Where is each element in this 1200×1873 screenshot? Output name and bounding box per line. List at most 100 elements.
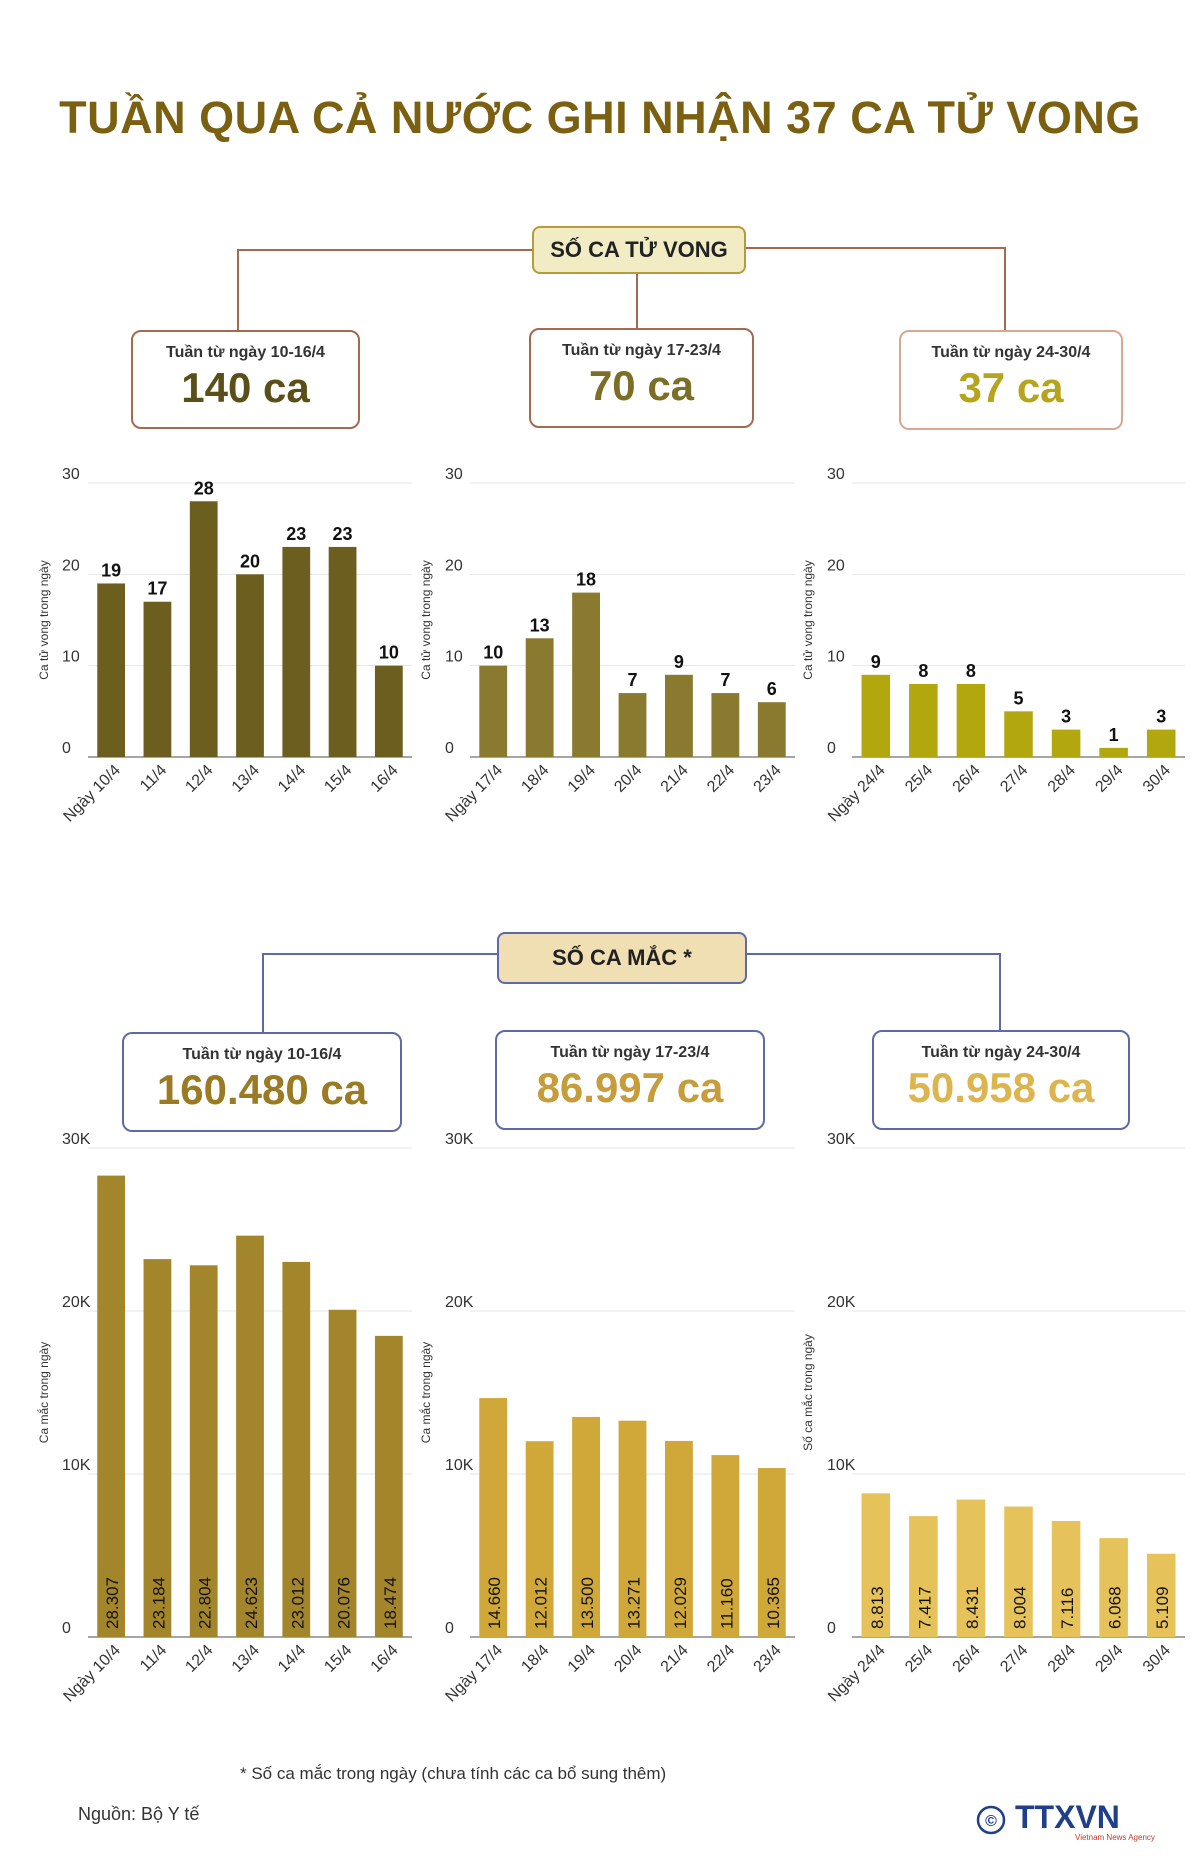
x-tick-label: 19/4 [565,1642,599,1676]
y-tick-label: 20 [445,557,463,574]
bar [1051,1521,1081,1637]
data-label: 13.500 [578,1577,597,1629]
bar [956,1499,986,1637]
deaths-section-label: SỐ CA TỬ VONG [532,226,746,274]
bar [525,638,554,757]
cases-week-3-label: Tuần từ ngày 24-30/4 [921,1044,1081,1061]
data-label: 23 [333,524,353,544]
data-label: 8 [918,661,928,681]
x-tick-label: 18/4 [518,762,552,796]
data-label: 12.012 [532,1577,551,1629]
y-tick-label: 30 [62,466,80,483]
data-label: 17 [147,579,167,599]
y-tick-label: 20K [62,1294,91,1311]
data-label: 13 [530,615,550,635]
x-tick-label: 22/4 [704,1642,738,1676]
y-tick-label: 0 [827,740,836,757]
x-tick-label: 21/4 [658,762,692,796]
y-tick-label: 0 [62,740,71,757]
y-tick-label: 30 [445,466,463,483]
bar [572,1416,600,1637]
y-tick-label: 10 [62,649,80,666]
y-tick-label: 10K [445,1457,474,1474]
x-tick-label: Ngày 24/4 [825,1642,889,1706]
x-tick-label: 23/4 [751,762,785,796]
bar [1051,729,1081,757]
data-label: 23.012 [288,1577,307,1629]
x-tick-label: 12/4 [183,762,217,796]
bar [1146,1553,1176,1637]
bar [189,501,218,757]
bar [525,1441,554,1637]
deaths-week-1-box: Tuần từ ngày 10-16/4 140 ca [131,330,360,429]
x-tick-label: 26/4 [950,1642,984,1676]
y-axis-label: Ca tử vong trong ngày [801,560,815,679]
data-label: 28.307 [103,1577,122,1629]
y-tick-label: 30K [827,1131,856,1148]
data-label: 6.068 [1106,1586,1125,1629]
deaths-week-3-label: Tuần từ ngày 24-30/4 [931,344,1091,361]
data-label: 10.365 [764,1577,783,1629]
x-tick-label: 14/4 [275,762,309,796]
bar [282,546,311,757]
bar [757,702,786,757]
y-tick-label: 30K [445,1131,474,1148]
bar [479,665,508,757]
y-tick-label: 10 [827,649,845,666]
x-tick-label: 12/4 [183,1642,217,1676]
cases-week-3-box: Tuần từ ngày 24-30/4 50.958 ca [872,1030,1130,1130]
bar [1099,747,1128,757]
x-tick-label: 11/4 [137,1642,170,1675]
x-tick-label: 30/4 [1140,1642,1174,1676]
data-label: 23.184 [149,1577,168,1629]
x-tick-label: Ngày 10/4 [60,1642,124,1706]
x-tick-label: 16/4 [368,1642,402,1676]
data-label: 8.431 [963,1586,982,1629]
x-tick-label: 21/4 [658,1642,692,1676]
data-label: 6 [767,679,777,699]
x-tick-label: Ngày 17/4 [442,1642,506,1706]
y-tick-label: 20 [827,557,845,574]
data-label: 7.116 [1058,1588,1077,1629]
x-tick-label: 27/4 [997,762,1031,796]
x-tick-label: 11/4 [137,762,170,795]
bar [97,1175,126,1637]
data-label: 18.474 [381,1577,400,1629]
data-label: 19 [101,560,121,580]
data-label: 5.109 [1153,1586,1172,1629]
bar [909,1516,938,1637]
cases-week-1-label: Tuần từ ngày 10-16/4 [182,1046,342,1063]
data-label: 13.271 [625,1577,644,1629]
bar [374,1335,403,1637]
bar [711,1455,740,1637]
y-tick-label: 20 [62,557,80,574]
y-tick-label: 30K [62,1131,91,1148]
bar [572,592,600,757]
bar [97,583,126,757]
x-tick-label: 28/4 [1045,1642,1079,1676]
y-tick-label: 30 [827,466,845,483]
data-label: 9 [871,652,881,672]
data-label: 1 [1109,725,1119,745]
cases-week-1-box: Tuần từ ngày 10-16/4 160.480 ca [122,1032,402,1132]
y-axis-label: Số ca mắc trong ngày [800,1334,815,1451]
x-tick-label: 13/4 [229,1642,263,1676]
data-label: 18 [576,570,596,590]
data-label: 10 [483,643,503,663]
x-tick-label: 23/4 [751,1642,785,1676]
x-tick-label: 29/4 [1092,762,1126,796]
cases-week-3-total: 50.958 ca [907,1064,1095,1111]
deaths-week-2-total: 70 ca [588,362,695,409]
data-label: 5 [1013,688,1023,708]
bar [189,1265,218,1637]
bar [665,1440,693,1637]
data-label: 3 [1156,707,1166,727]
y-tick-label: 20K [445,1294,474,1311]
x-tick-label: 30/4 [1140,762,1174,796]
data-label: 20 [240,551,260,571]
logo-brand: TTXVN [1015,1799,1120,1835]
x-tick-label: 25/4 [902,1642,936,1676]
y-axis-label: Ca tử vong trong ngày [419,560,433,679]
bar [282,1261,311,1637]
